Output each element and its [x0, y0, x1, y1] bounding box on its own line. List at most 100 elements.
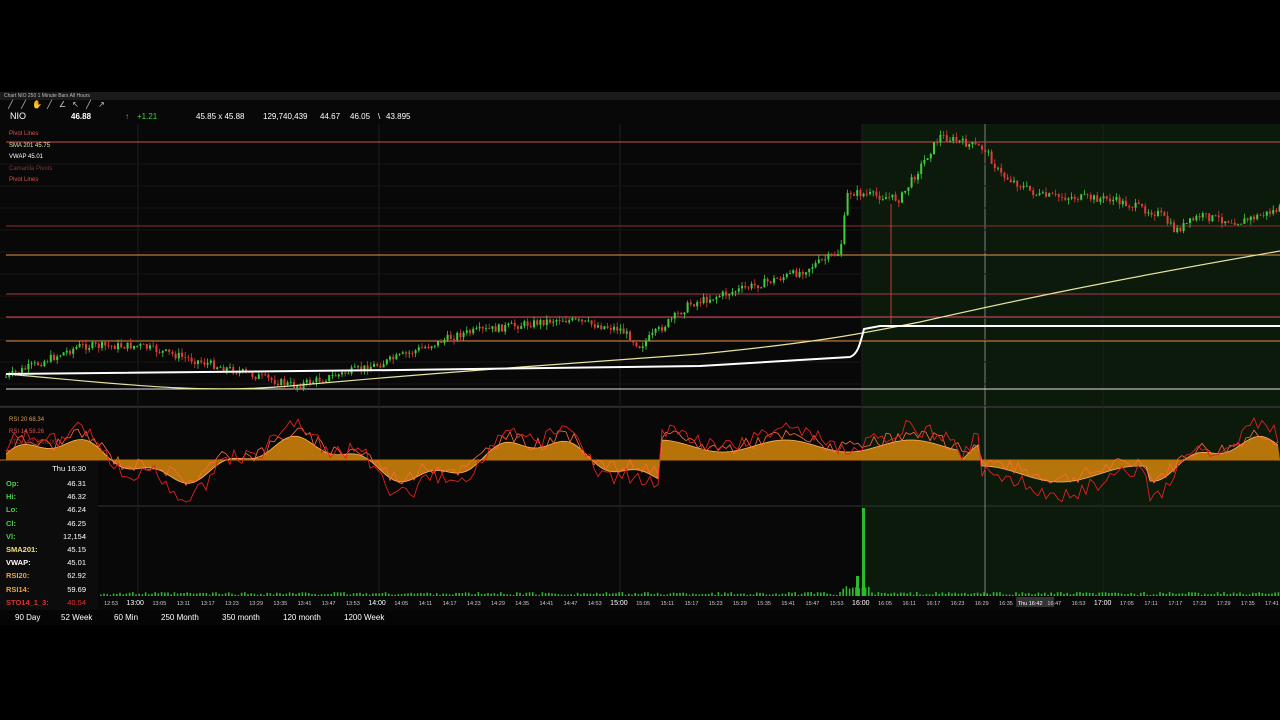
- tab-1200-week[interactable]: 1200 Week: [344, 613, 385, 622]
- price-chart[interactable]: 12:53 13:00 13:05 13:11 13:17 13:23 13:29 13:35…: [0, 124, 1280, 610]
- volume-bar: [640, 593, 643, 596]
- after-hours-shading: [862, 124, 1280, 596]
- candle-body: [75, 347, 78, 349]
- candle-body: [33, 362, 36, 364]
- candle-body: [222, 366, 225, 372]
- oscillator-legend-item[interactable]: RSI 20 68.34: [9, 417, 45, 423]
- tab-60-min[interactable]: 60 Min: [114, 613, 139, 622]
- candle-body: [165, 349, 167, 351]
- candle-body: [187, 357, 190, 359]
- candle-body: [478, 327, 481, 329]
- time-axis-label: 13:47: [322, 601, 336, 607]
- volume-bar: [247, 594, 249, 596]
- volume-bar: [282, 594, 284, 596]
- candle-body: [651, 332, 654, 336]
- candle-body: [501, 324, 503, 332]
- candle-body: [609, 328, 612, 330]
- symbol[interactable]: NIO: [10, 111, 27, 121]
- candle-body: [254, 376, 257, 380]
- candle-body: [683, 312, 686, 315]
- candle-body: [1016, 180, 1019, 187]
- pointer-icon[interactable]: ↖: [72, 100, 79, 109]
- volume-bar: [1114, 592, 1116, 596]
- volume-bar: [263, 594, 265, 596]
- day-low: 44.67: [320, 112, 341, 121]
- candle-body: [1061, 196, 1063, 198]
- candle-body: [481, 327, 484, 329]
- volume-bar: [602, 593, 604, 596]
- volume-bar: [468, 592, 470, 596]
- candle-body: [286, 382, 289, 386]
- data-window-label: Cl:: [6, 518, 16, 528]
- volume-bar: [426, 592, 428, 596]
- candle-body: [37, 362, 39, 365]
- draw-segment-icon[interactable]: ╱: [47, 100, 52, 109]
- tab-120-month[interactable]: 120 month: [283, 613, 321, 622]
- candle-body: [661, 327, 663, 331]
- draw-angle-icon[interactable]: ∠: [58, 100, 67, 109]
- volume-bar: [676, 593, 678, 596]
- candle-body: [273, 379, 276, 384]
- candle-body: [926, 158, 929, 160]
- candle-body: [718, 296, 721, 298]
- candle-body: [987, 151, 990, 153]
- candle-body: [376, 364, 379, 366]
- tab-90-day[interactable]: 90 Day: [15, 613, 41, 622]
- oscillator-legend-item[interactable]: STO 14 1 3 86.00: [9, 440, 57, 446]
- candle-body: [792, 270, 795, 274]
- volume-bar: [1060, 592, 1062, 596]
- volume-bar: [477, 592, 480, 596]
- cursor-icon[interactable]: ↗: [98, 100, 105, 109]
- volume-bar: [1002, 594, 1004, 596]
- candle-body: [600, 325, 603, 330]
- tab-350-month[interactable]: 350 month: [222, 613, 260, 622]
- volume-bar: [989, 594, 992, 596]
- draw-ray-icon[interactable]: ╱: [21, 100, 26, 109]
- price-legend-item[interactable]: Pivot Lines: [9, 177, 39, 183]
- volume-bar: [912, 594, 915, 596]
- draw-line-icon[interactable]: ╱: [8, 100, 13, 109]
- volume-bar: [266, 592, 268, 596]
- oscillator-legend-item[interactable]: RSI 14 58.26: [9, 428, 45, 435]
- candle-body: [523, 321, 526, 327]
- candle-body: [120, 343, 123, 348]
- price-legend-item[interactable]: Pivot Lines: [9, 131, 39, 137]
- tab-52-week[interactable]: 52 Week: [61, 613, 93, 622]
- candle-body: [1128, 206, 1131, 208]
- price-legend-item[interactable]: SMA 201 45.75: [9, 142, 51, 149]
- volume-bar: [279, 593, 281, 596]
- price-legend-item[interactable]: Camarilla Pivots: [9, 165, 53, 172]
- candle-body: [8, 373, 11, 377]
- drawing-toolbar: ╱ ╱ ✋ ╱ ∠ ↖ ╱ ↗: [0, 100, 106, 109]
- volume-bar: [1044, 592, 1046, 596]
- tab-250-month[interactable]: 250 Month: [161, 613, 199, 622]
- time-axis-label: 13:53: [346, 601, 360, 607]
- candle-body: [347, 373, 350, 375]
- candle-body: [382, 364, 385, 368]
- volume-bar: [1223, 592, 1225, 596]
- candle-body: [942, 134, 945, 136]
- volume-bar: [250, 593, 252, 596]
- candle-body: [1144, 206, 1147, 214]
- candle-body: [392, 356, 395, 360]
- candle-body: [853, 194, 855, 196]
- candle-body: [1067, 198, 1070, 200]
- candle-body: [977, 144, 980, 146]
- volume-bar: [1252, 592, 1254, 596]
- volume-bar: [1124, 594, 1126, 596]
- candle-body: [235, 373, 238, 375]
- hand-icon[interactable]: ✋: [32, 100, 42, 109]
- candle-body: [821, 259, 823, 261]
- candle-body: [184, 356, 187, 358]
- candle-body: [984, 149, 987, 152]
- crosshair-icon[interactable]: ╱: [86, 100, 91, 109]
- candle-body: [606, 326, 609, 329]
- price-legend-item[interactable]: VWAP 45.01: [9, 154, 44, 160]
- time-axis-label: 14:53: [588, 601, 602, 607]
- candle-body: [277, 383, 279, 386]
- candle-body: [933, 142, 935, 154]
- volume-bar: [954, 592, 956, 596]
- candle-body: [241, 369, 244, 371]
- candle-body: [622, 328, 625, 334]
- time-axis-label: 17:05: [1120, 601, 1134, 607]
